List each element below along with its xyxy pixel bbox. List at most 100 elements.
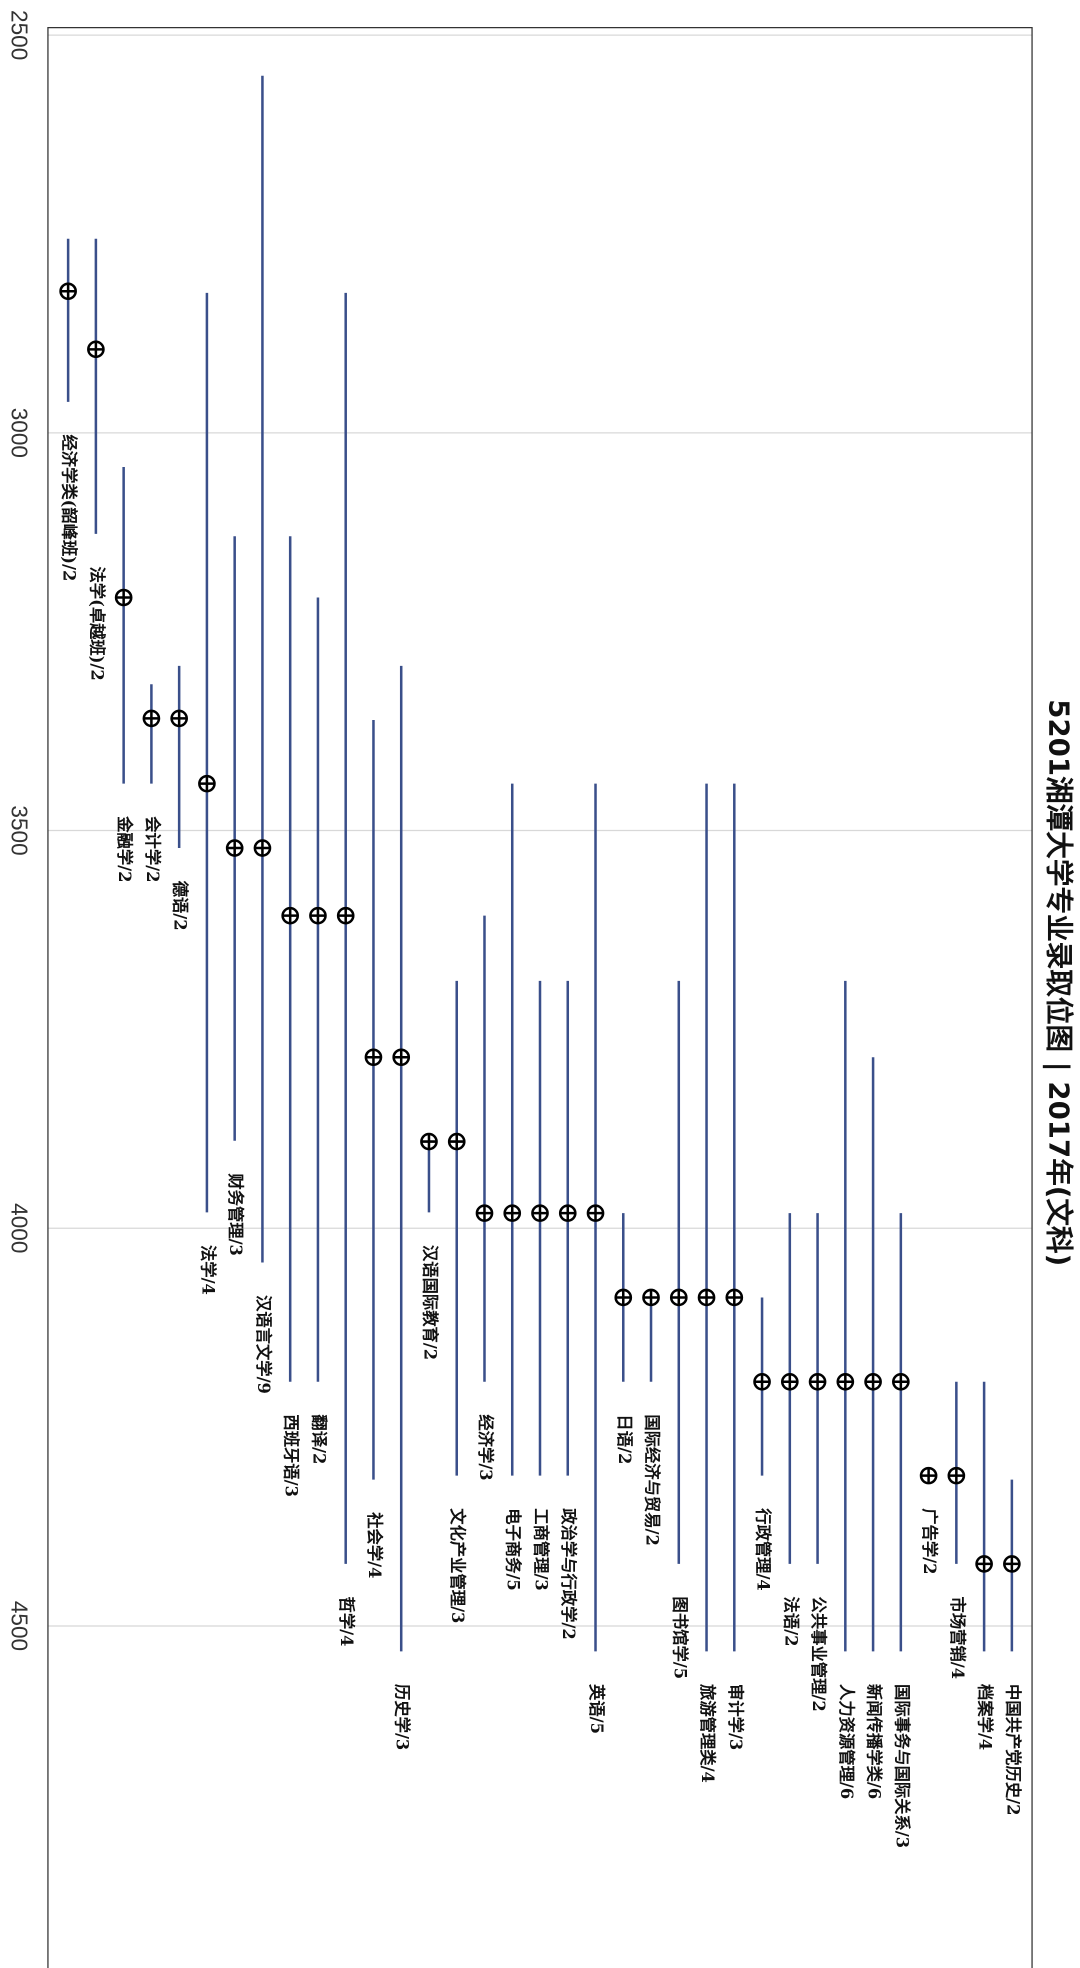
category-label: 德语/2 — [171, 881, 190, 931]
category-label: 法学(卓越班)/2 — [87, 567, 106, 681]
marker — [919, 1466, 938, 1485]
category-label: 金融学/2 — [115, 815, 134, 882]
category-label: 汉语国际教育/2 — [420, 1245, 439, 1360]
y-tick-label: 3500 — [7, 805, 33, 855]
marker-cross — [865, 1374, 881, 1390]
marker — [420, 1132, 438, 1151]
marker — [558, 1204, 577, 1222]
marker — [642, 1288, 660, 1307]
marker — [309, 906, 327, 925]
category-label: 财务管理/3 — [226, 1173, 245, 1256]
category-label: 工商管理/3 — [531, 1508, 550, 1591]
category-label: 国际经济与贸易/2 — [643, 1414, 662, 1545]
category-label: 行政管理/4 — [754, 1507, 773, 1590]
marker — [780, 1372, 799, 1391]
marker — [947, 1466, 966, 1485]
marker — [225, 839, 244, 857]
category-label: 哲学/4 — [337, 1597, 356, 1647]
y-tick-label: 2500 — [7, 10, 33, 60]
category-label: 旅游管理类/4 — [698, 1684, 717, 1783]
category-label: 人力资源管理/6 — [837, 1684, 856, 1799]
marker — [364, 1048, 383, 1067]
marker — [281, 906, 300, 925]
marker — [142, 709, 161, 728]
marker — [864, 1372, 882, 1391]
marker-cross — [726, 1289, 742, 1305]
category-label: 历史学/3 — [393, 1684, 412, 1750]
category-label: 档案学/4 — [976, 1684, 995, 1750]
marker-cross — [421, 1134, 437, 1150]
marker — [808, 1372, 827, 1391]
category-label: 中国共产党历史/2 — [1003, 1684, 1022, 1815]
marker — [336, 906, 355, 925]
y-tick-label: 3000 — [7, 408, 33, 458]
marker-cross — [393, 1049, 409, 1065]
marker-cross — [199, 776, 215, 792]
category-label: 社会学/4 — [365, 1511, 384, 1578]
marker-cross — [532, 1205, 548, 1221]
marker — [170, 709, 188, 728]
marker — [975, 1555, 993, 1573]
marker — [836, 1372, 855, 1391]
y-tick-label: 4500 — [7, 1601, 33, 1651]
marker-cross — [60, 283, 76, 299]
chart-title: 5201湘潭大学专业录取位图 | 2017年(文科) — [1042, 699, 1075, 1266]
marker-cross — [948, 1468, 964, 1484]
marker-cross — [171, 710, 187, 726]
marker — [1003, 1555, 1021, 1573]
category-label: 英语/5 — [587, 1683, 606, 1734]
marker-cross — [365, 1049, 382, 1065]
marker — [447, 1132, 466, 1151]
marker — [669, 1288, 688, 1307]
category-label: 新闻传播学类/6 — [865, 1684, 884, 1799]
marker — [392, 1048, 411, 1067]
marker-cross — [754, 1374, 770, 1390]
marker — [198, 774, 216, 793]
marker-cross — [560, 1205, 576, 1221]
category-label: 公共事业管理/2 — [809, 1597, 828, 1712]
marker-cross — [976, 1556, 992, 1572]
marker-cross — [782, 1374, 798, 1390]
marker — [475, 1204, 494, 1222]
y-tick-label: 4000 — [7, 1203, 33, 1253]
category-label: 日语/2 — [615, 1414, 634, 1464]
category-label: 市场营销/4 — [948, 1597, 967, 1680]
marker — [725, 1288, 744, 1307]
marker — [531, 1204, 549, 1222]
marker-cross — [504, 1205, 520, 1221]
marker — [892, 1372, 910, 1391]
category-label: 广告学/2 — [920, 1508, 939, 1574]
marker-cross — [476, 1205, 493, 1221]
marker-cross — [615, 1289, 631, 1305]
marker-cross — [671, 1289, 687, 1305]
category-label: 审计学/3 — [726, 1684, 745, 1750]
category-label: 电子商务/5 — [504, 1508, 523, 1591]
category-label: 西班牙语/3 — [282, 1414, 301, 1497]
category-label: 法语/2 — [781, 1597, 800, 1647]
marker — [114, 588, 133, 607]
marker-cross — [810, 1374, 826, 1390]
category-label: 文化产业管理/3 — [448, 1508, 467, 1623]
marker — [87, 340, 105, 359]
category-label: 政治学与行政学/2 — [559, 1508, 578, 1639]
marker-cross — [227, 840, 243, 856]
marker-cross — [88, 341, 104, 357]
marker — [697, 1288, 716, 1307]
category-label: 经济学类(韶峰班)/2 — [60, 434, 79, 581]
marker-cross — [698, 1289, 715, 1305]
marker — [253, 839, 272, 857]
marker — [753, 1372, 771, 1391]
marker-cross — [643, 1289, 659, 1305]
category-label: 翻译/2 — [309, 1414, 328, 1464]
marker-cross — [449, 1134, 465, 1150]
category-label: 法学/4 — [198, 1245, 217, 1295]
marker-cross — [116, 589, 132, 606]
marker — [59, 282, 77, 301]
marker-cross — [1004, 1556, 1020, 1572]
marker — [614, 1288, 633, 1307]
marker-cross — [837, 1374, 853, 1390]
category-label: 汉语言文学/9 — [254, 1295, 273, 1394]
category-label: 国际事务与国际关系/3 — [892, 1684, 911, 1848]
marker — [586, 1204, 605, 1222]
